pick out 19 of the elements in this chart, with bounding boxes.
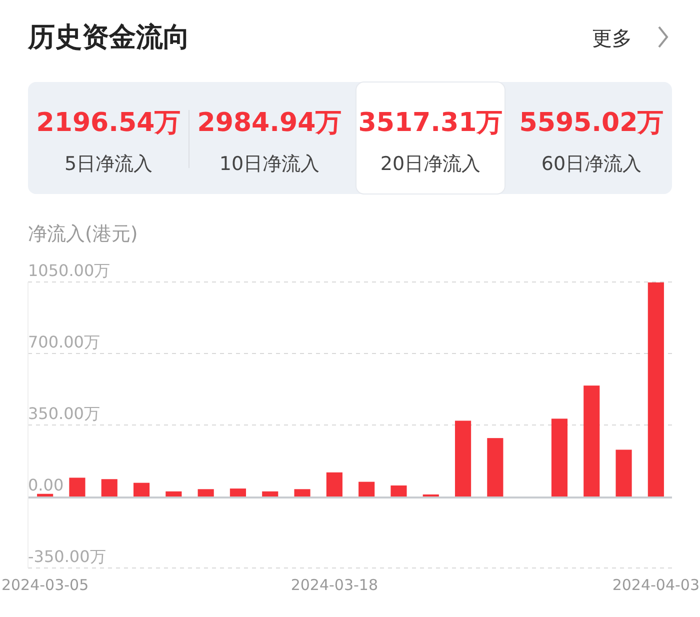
text: 更多 [592,26,632,50]
text: 10日净流入 [219,153,320,175]
x-tick-label: 2024-03-05 [1,576,89,594]
text: 5595.02万 [519,108,664,138]
x-tick-label: 2024-03-18 [290,576,378,594]
y-tick-label: 0.00 [28,476,64,494]
text: 2984.94万 [197,108,342,138]
y-axis-title: 净流入(港元) [28,223,138,245]
chart-title: 历史资金流向 [27,22,190,53]
y-tick-label: 700.00万 [28,332,100,352]
text: 3517.31万 [358,108,503,138]
y-tick-label: 350.00万 [28,404,100,423]
text: 5日净流入 [64,153,153,175]
text: 2196.54万 [36,108,181,138]
x-tick-label: 2024-04-03 [612,576,700,594]
y-tick-label: 1050.00万 [28,261,110,280]
y-tick-label: -350.00万 [28,547,106,566]
text: 20日净流入 [380,153,481,175]
text: 60日净流入 [541,153,642,175]
